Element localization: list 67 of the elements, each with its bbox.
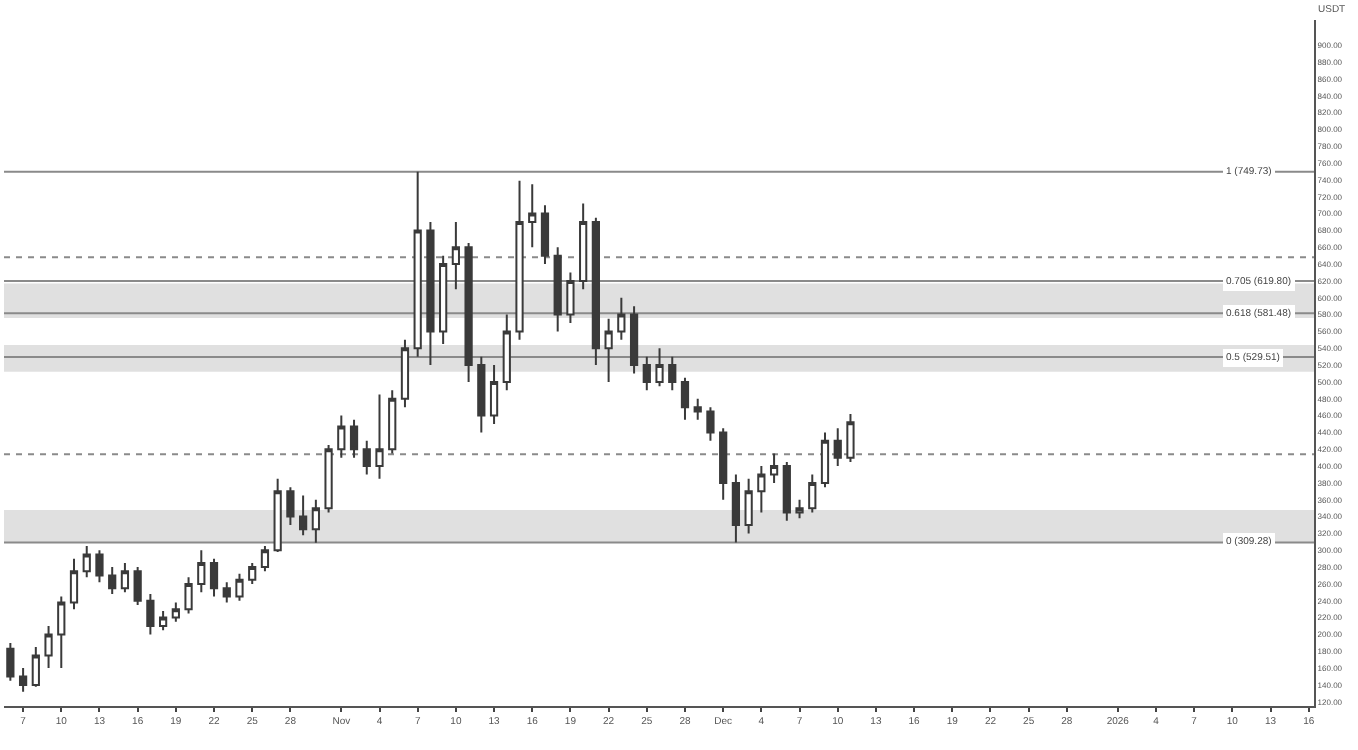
candlestick [719, 427, 728, 501]
candlestick [209, 557, 219, 598]
candlestick [795, 498, 804, 520]
candlestick [655, 347, 664, 388]
candlestick [286, 486, 295, 527]
candlestick [757, 465, 766, 514]
candlestick [57, 595, 66, 670]
candlestick [477, 355, 486, 434]
candlestick [706, 406, 715, 442]
candlestick [693, 397, 702, 421]
candlestick [808, 473, 817, 514]
candlestick [375, 393, 384, 480]
candlestick [197, 549, 206, 594]
candlestick [820, 431, 830, 489]
candlestick [146, 593, 155, 636]
candlestick [337, 414, 346, 459]
candlestick [82, 545, 91, 579]
candlestick [579, 202, 588, 291]
candlestick [133, 566, 142, 606]
candlestick [95, 549, 104, 584]
candlestick [299, 494, 308, 537]
candlestick [248, 561, 257, 585]
candlestick [44, 625, 53, 670]
candlestick [362, 439, 371, 476]
candlestick [668, 355, 677, 392]
candlestick [31, 646, 40, 688]
candlestick [18, 667, 28, 693]
candlestick [235, 572, 244, 602]
candlestick [515, 179, 524, 341]
candlestick [426, 221, 435, 367]
candlestick [617, 296, 626, 341]
candlestick [731, 473, 741, 544]
candlestick [120, 561, 130, 594]
candlestick [349, 418, 359, 459]
candlestick [489, 364, 499, 426]
candlestick [171, 601, 180, 623]
candlestick [833, 427, 842, 468]
candlestick [273, 477, 282, 553]
candlestick [451, 221, 460, 291]
candlestick [159, 609, 168, 632]
candlestick [260, 545, 270, 573]
candlestick [464, 242, 473, 383]
candlestick [744, 477, 753, 535]
candlestick [769, 452, 779, 484]
candlestick [604, 317, 613, 383]
candlestick [311, 498, 320, 544]
candlestick [413, 170, 422, 358]
candlestick [388, 389, 397, 455]
candlestick [553, 246, 562, 333]
candlestick [540, 204, 550, 266]
candlestick [6, 641, 15, 682]
candlestick [184, 576, 193, 615]
candlestick [566, 271, 575, 325]
candlestick [680, 376, 690, 421]
candlestick [502, 313, 511, 392]
candlestick [642, 355, 651, 392]
candlestick [400, 338, 410, 409]
candlestick [846, 412, 855, 463]
candlestick [69, 557, 79, 611]
candlestick [439, 254, 448, 346]
candlestick [629, 305, 639, 375]
candlestick [782, 460, 791, 522]
candlestick [108, 566, 117, 596]
candlestick [528, 183, 537, 249]
candlestick [591, 216, 600, 367]
candlestick [324, 444, 333, 514]
candlestick [222, 581, 231, 604]
